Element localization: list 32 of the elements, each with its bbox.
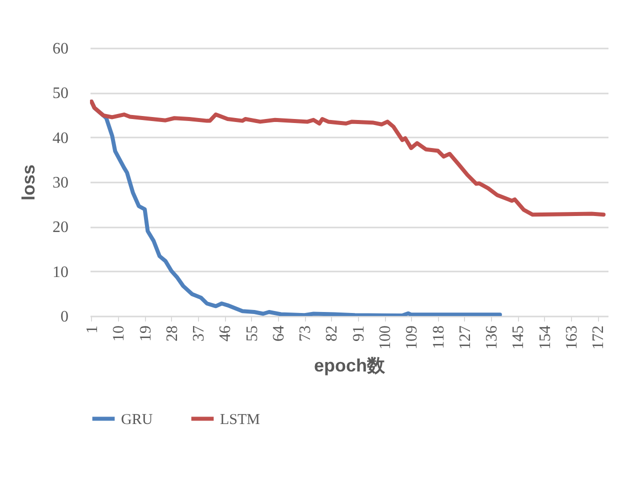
y-tick-label: 20 xyxy=(52,219,68,236)
x-tick-label: 82 xyxy=(324,326,341,342)
y-tick-label: 50 xyxy=(52,85,68,102)
x-tick-label: 172 xyxy=(590,326,608,350)
x-tick-label: 154 xyxy=(536,326,554,350)
x-tick-label: 19 xyxy=(137,326,154,342)
x-tick-label: 136 xyxy=(484,326,501,350)
x-tick-label: 127 xyxy=(456,326,474,350)
legend-label: GRU xyxy=(121,412,153,428)
x-tick-label: 46 xyxy=(217,326,234,342)
x-tick-label: 55 xyxy=(244,326,261,342)
x-axis-title: epoch数 xyxy=(314,356,386,376)
x-tick-label: 1 xyxy=(84,326,101,334)
x-tick-label: 91 xyxy=(350,326,368,342)
x-tick-label: 118 xyxy=(430,326,448,349)
y-tick-label: 30 xyxy=(52,174,68,192)
y-tick-label: 0 xyxy=(60,308,68,326)
y-tick-label: 60 xyxy=(52,40,68,58)
legend-label: LSTM xyxy=(220,412,260,428)
x-tick-label: 100 xyxy=(377,326,394,350)
line-series xyxy=(90,100,606,217)
y-tick-label: 10 xyxy=(52,264,68,281)
x-tick-label: 37 xyxy=(190,326,208,342)
y-axis-title: loss xyxy=(18,164,38,201)
x-tick-label: 64 xyxy=(270,326,288,342)
x-tick-label: 28 xyxy=(164,326,181,342)
y-tick-label: 40 xyxy=(52,130,68,147)
x-tick-label: 163 xyxy=(564,326,580,350)
x-tick-label: 145 xyxy=(510,326,528,350)
x-tick-label: 73 xyxy=(297,326,314,342)
x-tick-label: 10 xyxy=(110,326,128,342)
x-tick-label: 109 xyxy=(404,326,421,350)
